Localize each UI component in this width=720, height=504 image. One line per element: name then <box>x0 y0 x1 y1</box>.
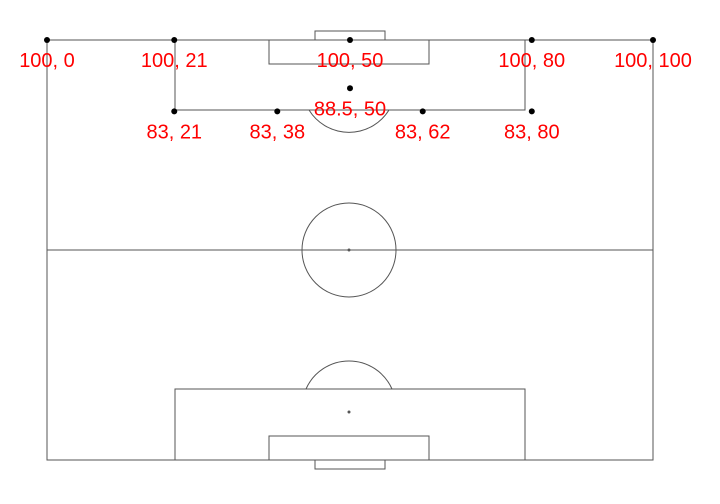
bottom-goal <box>314 459 386 470</box>
coordinate-markers <box>44 37 656 115</box>
coord-marker-p-100-21 <box>171 37 178 43</box>
coord-label-p-100-100: 100, 100 <box>614 50 692 72</box>
coord-marker-p-88-5-50 <box>347 85 353 92</box>
centre-spot <box>347 248 351 252</box>
coord-marker-p-83-21 <box>171 108 178 115</box>
coord-marker-p-83-80 <box>528 108 535 115</box>
coord-marker-p-83-62 <box>419 108 426 115</box>
bottom-six-yard-box <box>268 435 430 461</box>
bottom-penalty-box <box>174 388 526 461</box>
coord-label-p-83-38: 83, 38 <box>249 121 305 143</box>
coord-label-p-83-80: 83, 80 <box>504 121 560 143</box>
coord-label-p-100-50: 100, 50 <box>317 50 384 72</box>
centre-circle <box>301 202 397 298</box>
coordinate-labels: 100, 0 100, 21 100, 50 100, 80 100, 100 88.5,… <box>19 50 692 143</box>
coord-marker-p-100-50 <box>347 37 353 43</box>
coord-label-p-100-80: 100, 80 <box>498 50 565 72</box>
bottom-penalty-arc <box>305 360 393 390</box>
coord-marker-p-100-80 <box>528 37 535 43</box>
coord-marker-p-100-100 <box>650 37 656 43</box>
top-penalty-arc <box>308 109 390 133</box>
coord-label-p-100-0: 100, 0 <box>19 50 75 72</box>
bottom-penalty-spot <box>347 410 351 414</box>
coord-label-p-88-5-50: 88.5, 50 <box>314 98 386 120</box>
coord-label-p-83-62: 83, 62 <box>395 121 451 143</box>
coord-marker-p-83-38 <box>274 108 281 115</box>
coord-label-p-100-21: 100, 21 <box>141 50 208 72</box>
coord-label-p-83-21: 83, 21 <box>146 121 202 143</box>
coord-marker-p-100-0 <box>44 37 50 43</box>
